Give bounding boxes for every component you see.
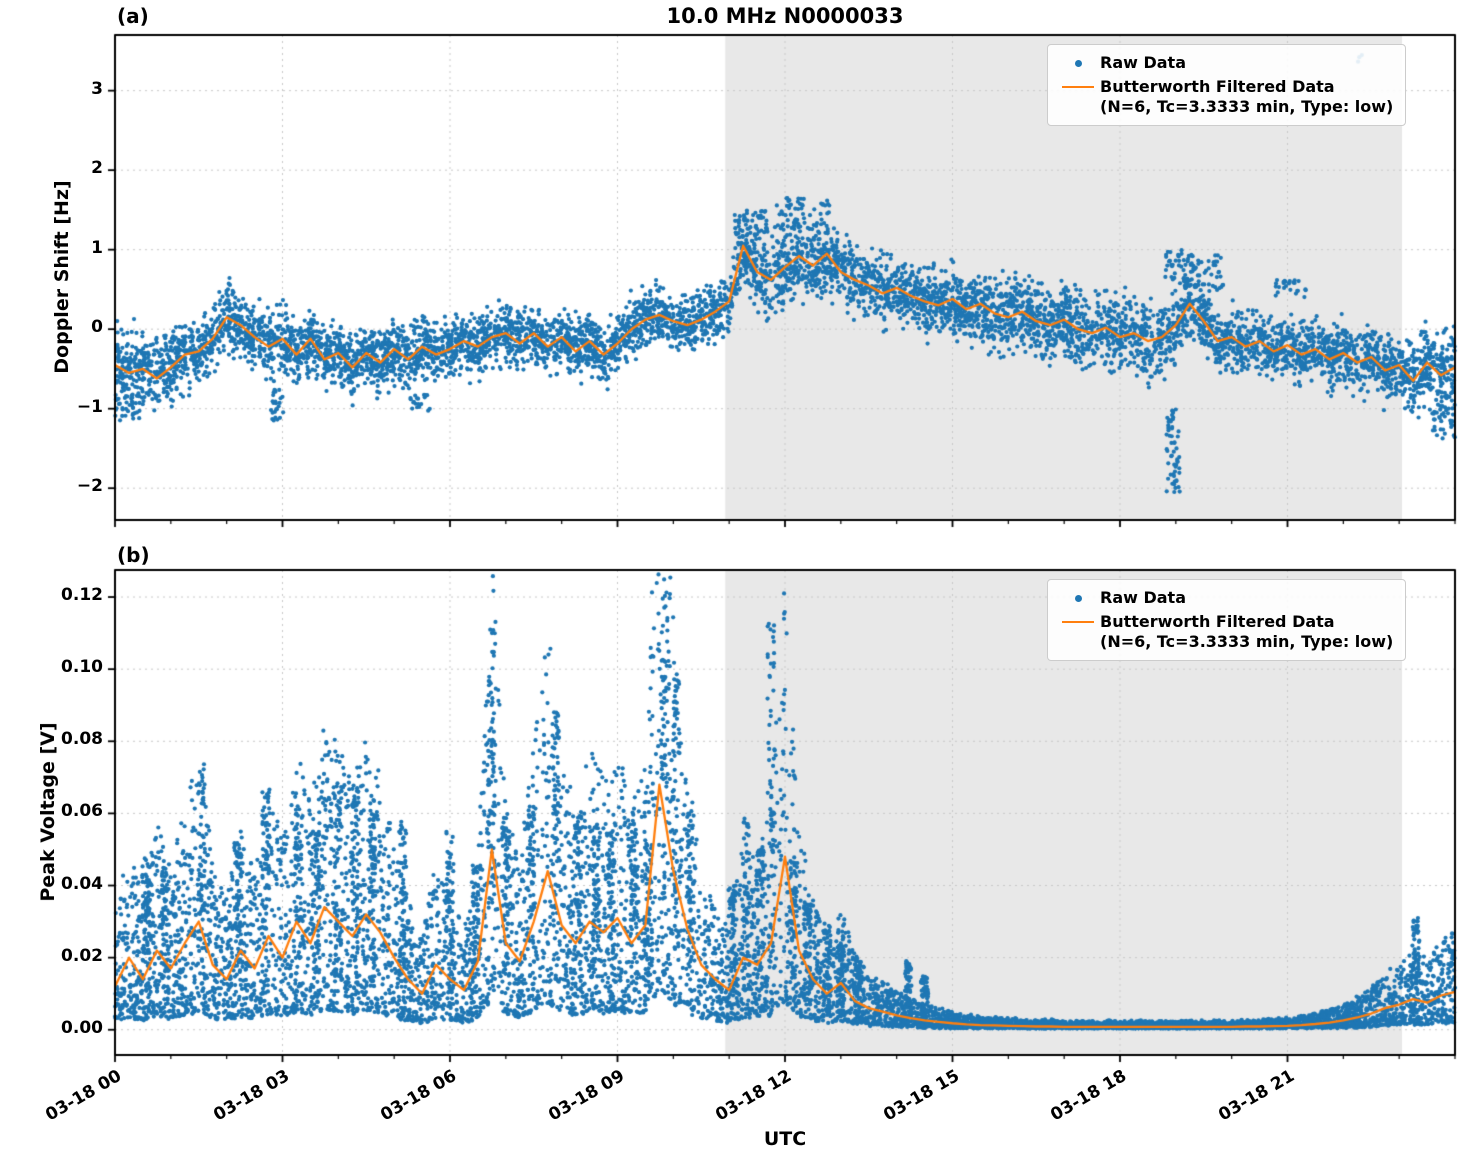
chart-title: 10.0 MHz N0000033 xyxy=(666,4,904,28)
raw-data-dot-icon xyxy=(1074,59,1082,67)
legend-filtered-sublabel: (N=6, Tc=3.3333 min, Type: low) xyxy=(1100,632,1394,651)
filtered-line-swatch xyxy=(1056,77,1100,97)
panel-a-tag: (a) xyxy=(117,4,149,28)
x-axis-label: UTC xyxy=(763,1128,807,1150)
legend-raw-label: Raw Data xyxy=(1100,53,1186,72)
filtered-line-icon xyxy=(1062,621,1094,623)
legend-panel-b: Raw Data Butterworth Filtered Data (N=6,… xyxy=(1047,579,1407,661)
legend-panel-a: Raw Data Butterworth Filtered Data (N=6,… xyxy=(1047,44,1407,126)
raw-data-dot-icon xyxy=(1074,594,1082,602)
filtered-line-icon xyxy=(1062,86,1094,88)
raw-data-marker-swatch xyxy=(1056,588,1100,608)
legend-raw-label: Raw Data xyxy=(1100,588,1186,607)
panel-b-ylabel: Peak Voltage [V] xyxy=(37,722,59,902)
legend-filtered-sublabel: (N=6, Tc=3.3333 min, Type: low) xyxy=(1100,97,1394,116)
legend-filtered-label: Butterworth Filtered Data xyxy=(1100,612,1335,631)
legend-raw-row: Raw Data xyxy=(1056,53,1393,73)
raw-data-marker-swatch xyxy=(1056,53,1100,73)
legend-filtered-row: Butterworth Filtered Data (N=6, Tc=3.333… xyxy=(1056,77,1393,117)
filtered-line-swatch xyxy=(1056,612,1100,632)
panel-a-ylabel: Doppler Shift [Hz] xyxy=(51,180,73,374)
panel-b-tag: (b) xyxy=(117,543,150,567)
legend-filtered-label: Butterworth Filtered Data xyxy=(1100,77,1335,96)
legend-raw-row: Raw Data xyxy=(1056,588,1393,608)
legend-filtered-row: Butterworth Filtered Data (N=6, Tc=3.333… xyxy=(1056,612,1393,652)
